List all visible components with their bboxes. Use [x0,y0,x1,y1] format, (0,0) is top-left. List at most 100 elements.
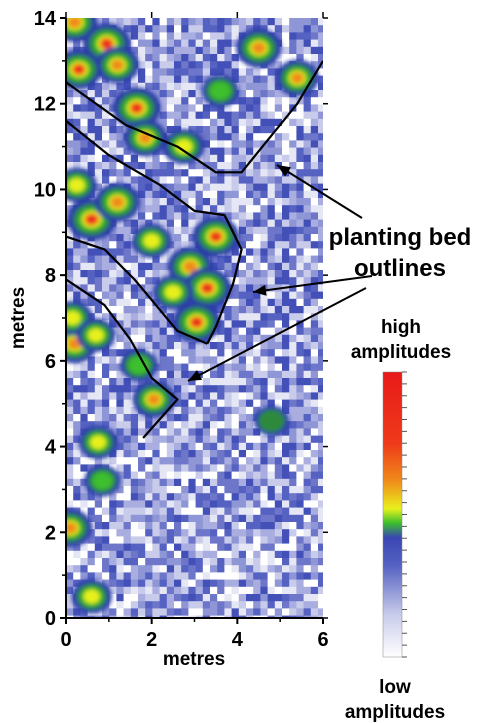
heatmap-cell [123,82,132,91]
heatmap-cell [109,565,117,573]
heatmap-cell [152,608,160,616]
heatmap-cell [238,234,247,242]
heatmap-cell [166,198,175,206]
heatmap-cell [253,82,261,91]
heatmap-cell [181,428,189,436]
heatmap-cell [296,471,304,480]
heatmap-cell [123,450,132,458]
heatmap-cell [145,594,153,602]
heatmap-cell [152,205,160,213]
heatmap-cell [130,565,139,573]
heatmap-cell [195,97,204,105]
heatmap-cell [145,284,153,292]
heatmap-cell [210,500,218,508]
heatmap-cell [253,536,261,544]
heatmap-cell [138,327,146,336]
heatmap-cell [94,543,103,552]
heatmap-cell [274,306,283,314]
heatmap-cell [152,32,160,40]
heatmap-cell [210,464,218,472]
heatmap-cell [310,586,319,595]
heatmap-cell [210,198,218,206]
heatmap-cell [310,97,319,105]
heatmap-cell [267,169,276,177]
heatmap-cell [145,586,153,595]
heatmap-cell [296,162,304,170]
heatmap-cell [318,234,323,242]
heatmap-cell [289,162,297,170]
heatmap-cell [80,291,88,300]
heatmap-cell [181,615,189,618]
heatmap-cell [296,104,304,112]
heatmap-cell [109,126,117,134]
heatmap-cell [318,327,323,336]
heatmap-cell [130,284,139,292]
heatmap-cell [253,190,261,199]
heatmap-cell [296,306,304,314]
heatmap-cell [73,90,81,98]
heatmap-cell [188,241,196,249]
heatmap-cell [174,205,182,213]
heatmap-cell [303,493,312,501]
heatmap-cell [289,219,297,228]
heatmap-cell [253,262,261,271]
heatmap-cell [138,435,146,444]
heatmap-cell [303,572,312,580]
heatmap-cell [138,183,146,192]
outline-line [66,60,323,174]
heatmap-cell [296,54,304,62]
heatmap-cell [66,471,74,480]
heatmap-cell [210,514,218,523]
heatmap-cell [188,522,196,530]
heatmap-cell [159,478,168,487]
heatmap-cell [174,349,182,357]
heatmap-cell [289,255,297,264]
heatmap-cell [282,442,290,451]
heatmap-cell [87,493,96,501]
heatmap-cell [310,234,319,242]
heatmap-cell [238,558,247,566]
heatmap-cell [109,414,117,422]
heatmap-cell [318,550,323,559]
heatmap-cell [102,579,110,588]
heatmap-cell [318,198,323,206]
heatmap-cell [282,478,290,487]
heatmap-cell [66,586,74,595]
heatmap-cell [267,507,276,516]
heatmap-cell [94,298,103,307]
heatmap-cell [181,601,189,609]
heatmap-cell [296,464,304,472]
heatmap-cell [217,457,225,465]
heatmap-cell [109,82,117,91]
heatmap-cell [123,248,132,256]
heatmap-cell [224,111,232,120]
heatmap-cell [66,478,74,487]
heatmap-cell [260,558,268,566]
hotspot [66,167,97,203]
heatmap-cell [174,356,182,364]
heatmap-cell [116,169,124,177]
heatmap-cell [318,500,323,508]
heatmap-cell [66,406,74,415]
heatmap-cell [195,522,204,530]
heatmap-cell [318,428,323,436]
heatmap-cell [231,126,240,134]
heatmap-cell [296,25,304,33]
heatmap-cell [166,500,175,508]
heatmap-cell [66,97,74,105]
heatmap-cell [289,284,297,292]
heatmap-cell [238,262,247,271]
heatmap-cell [145,255,153,264]
heatmap-cell [318,601,323,609]
heatmap-cell [267,255,276,264]
heatmap-cell [116,162,124,170]
heatmap-cell [296,284,304,292]
heatmap-cell [123,586,132,595]
heatmap-cell [130,298,139,307]
heatmap-cell [210,370,218,379]
heatmap-cell [195,507,204,516]
heatmap-cell [66,601,74,609]
heatmap-cell [123,493,132,501]
heatmap-cell [166,342,175,350]
heatmap-cell [310,349,319,357]
